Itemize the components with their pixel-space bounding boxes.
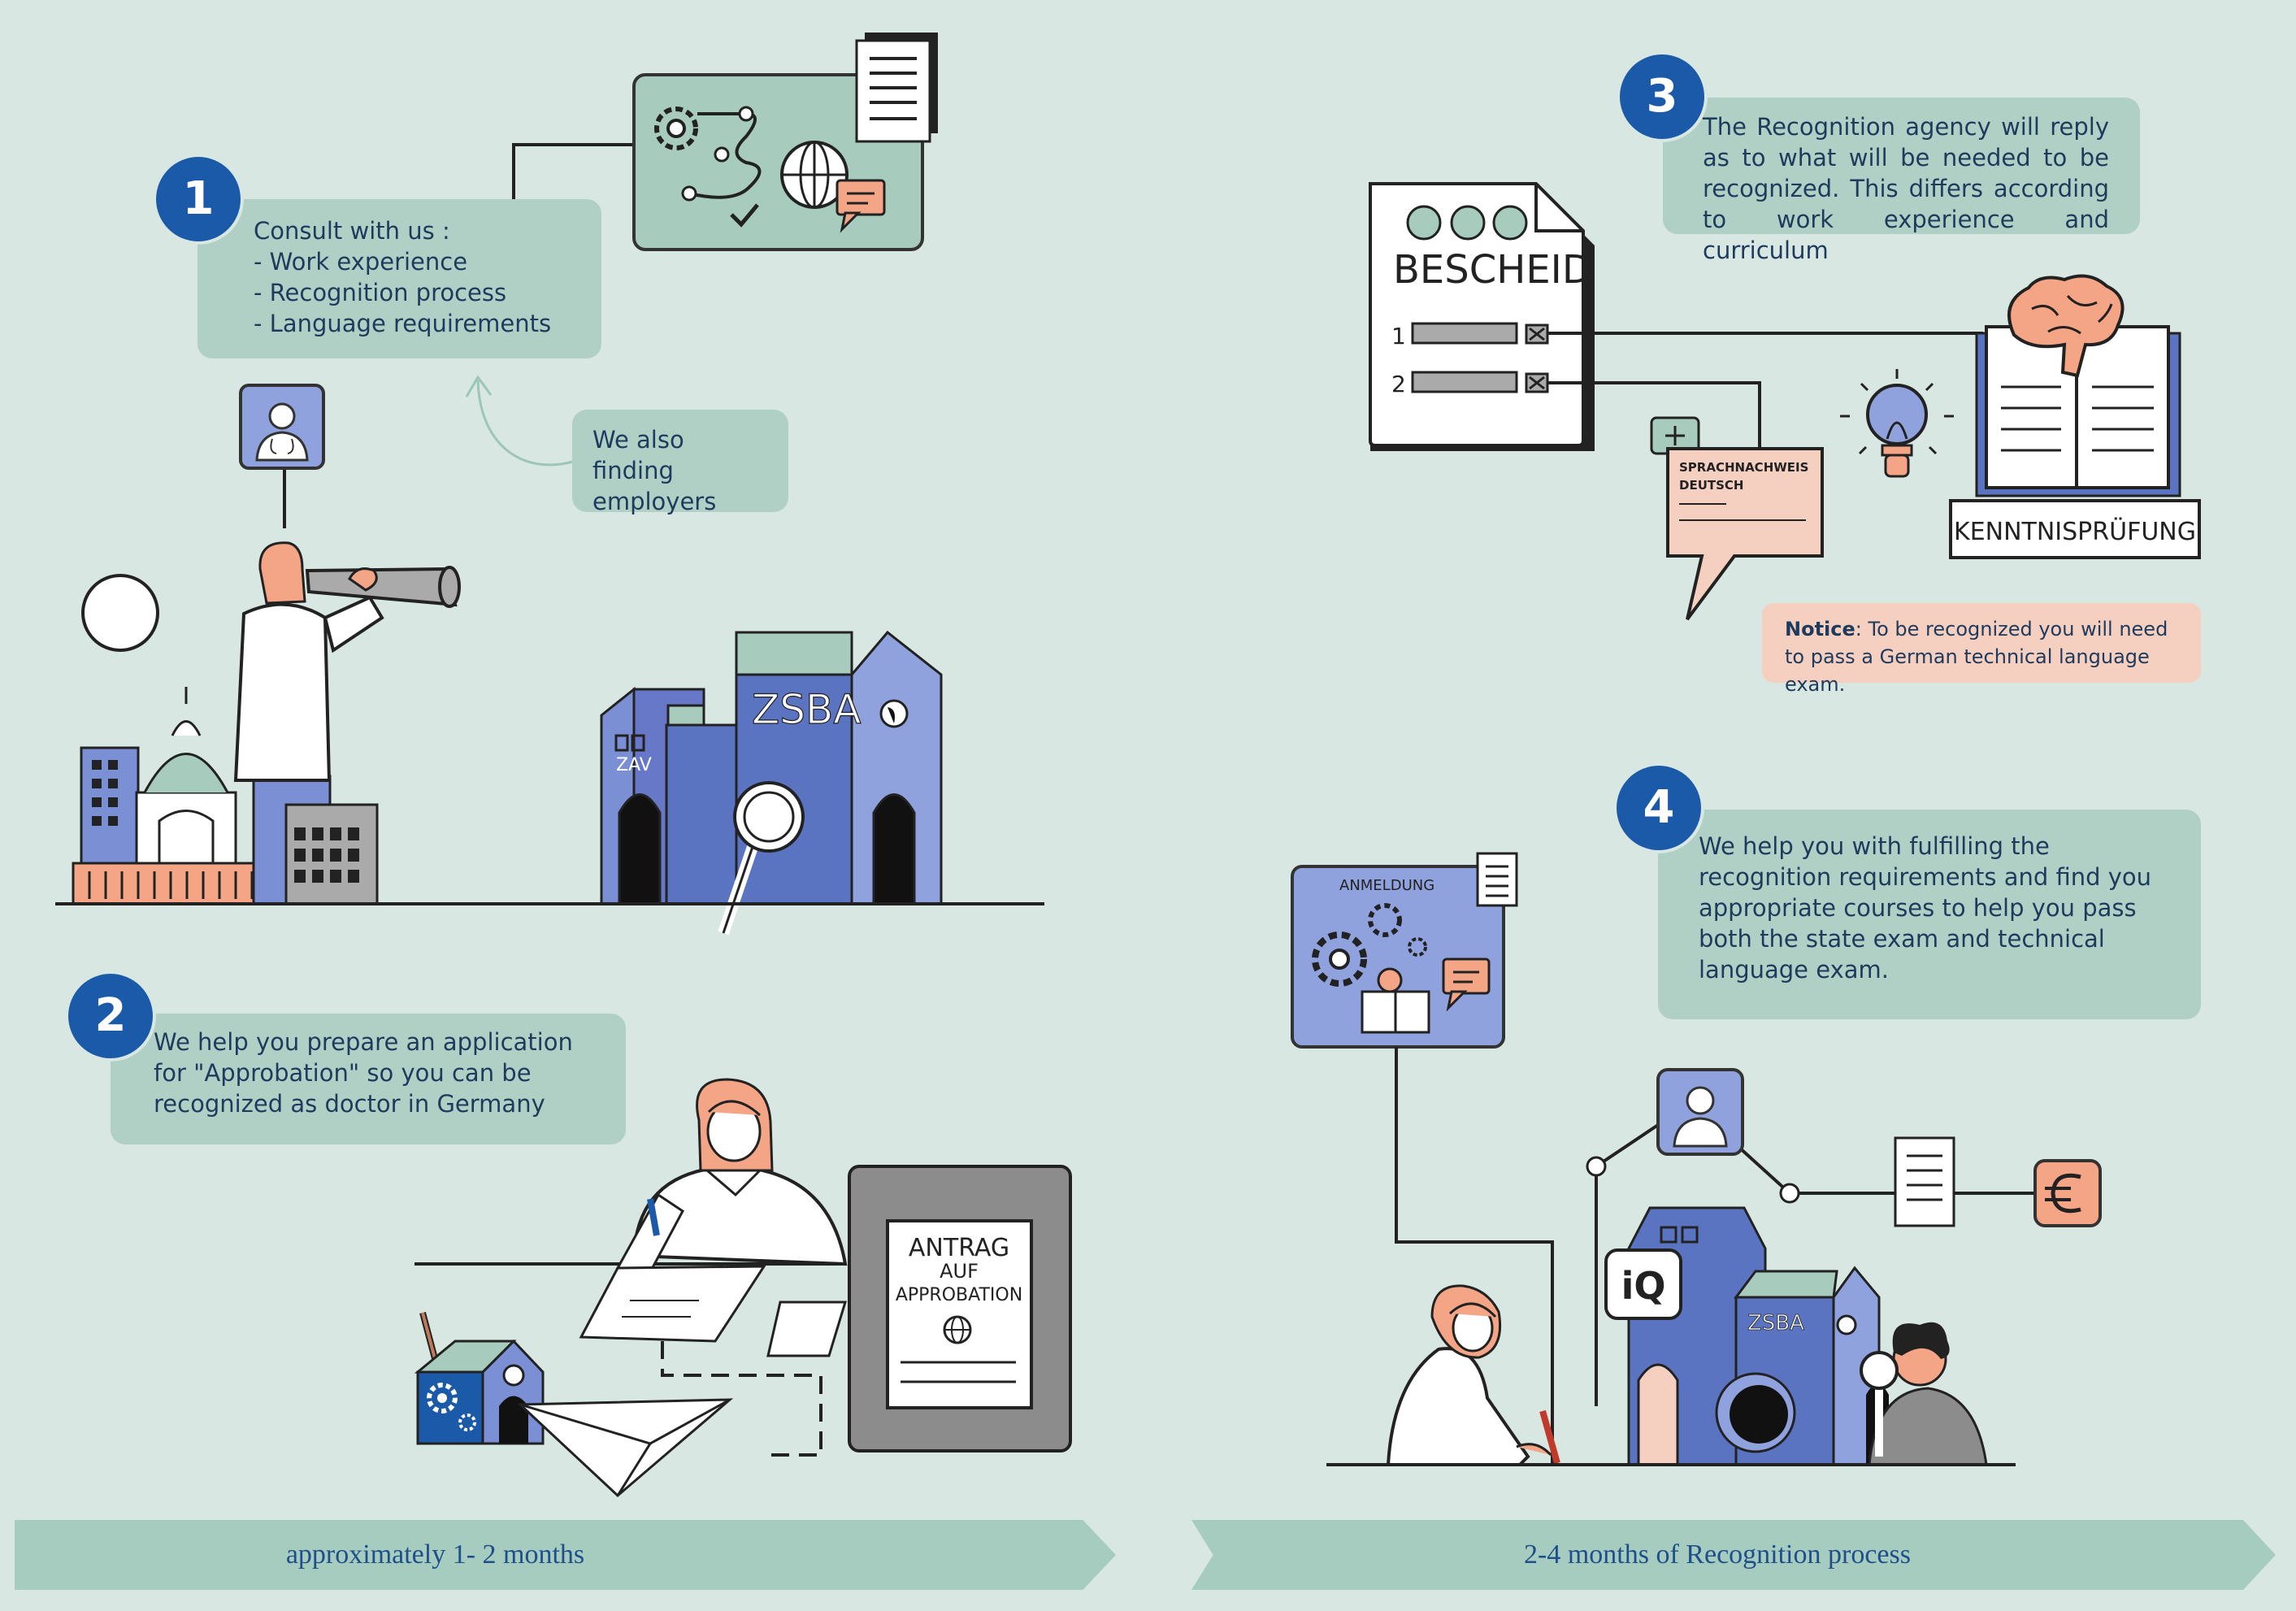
- iq-zsba-buildings: iQ ZSBA: [1604, 1206, 1889, 1466]
- notice-box: Notice: To be recognized you will need t…: [1762, 603, 2201, 696]
- globe-icon: [780, 141, 849, 209]
- iq-label: iQ: [1621, 1264, 1666, 1308]
- desk-scene: [414, 1078, 848, 1457]
- chat-icon: [1442, 957, 1491, 1012]
- magnifier-icon: [718, 781, 805, 936]
- step-1-badge: 1: [156, 157, 241, 241]
- step-2-box: We help you prepare an application for "…: [111, 1014, 626, 1144]
- notice-text: : To be recognized you will need to pass…: [1785, 618, 2168, 696]
- side-note-text: We also finding employers: [592, 426, 717, 515]
- side-note-box: We also finding employers: [572, 410, 788, 515]
- zsba-label: ZSBA: [752, 686, 862, 733]
- zsba-small-label: ZSBA: [1747, 1311, 1804, 1335]
- euro-icon: [2033, 1159, 2102, 1227]
- step-4-box: We help you with fulfilling the recognit…: [1658, 810, 2201, 1019]
- sprach-line1: SPRACHNACHWEIS: [1679, 460, 1808, 475]
- sprachnachweis-speech-bubble: SPRACHNACHWEIS DEUTSCH: [1650, 416, 1824, 621]
- chat-icon: [836, 179, 886, 233]
- step-3-box: The Recognition agency will reply as to …: [1663, 98, 2140, 264]
- step-3-badge: 3: [1620, 54, 1704, 139]
- doctor-avatar-icon: [1656, 1068, 1744, 1156]
- paper-plane-icon: [517, 1398, 734, 1498]
- zav-label: ZAV: [616, 755, 652, 775]
- magnifier-icon: [1860, 1351, 1899, 1390]
- step-1-box: Consult with us : - Work experience - Re…: [197, 199, 601, 358]
- connector-line: [512, 143, 634, 199]
- curved-arrow: [476, 380, 574, 467]
- mailbox-house: [414, 1311, 545, 1445]
- row-number-2: 2: [1391, 371, 1406, 397]
- gear-icon: [654, 106, 698, 150]
- bescheid-document: BESCHEID 1 2: [1369, 182, 1595, 451]
- gear-icon: [1312, 903, 1427, 987]
- zsba-building: ZSBA ZAV: [600, 630, 943, 936]
- antrag-document: ANTRAG AUF APPROBATION: [848, 1165, 1072, 1453]
- step-1-text: Consult with us : - Work experience - Re…: [254, 217, 552, 337]
- gear-icon: [427, 1383, 476, 1431]
- timeline-phase-2: 2-4 months of Recognition process: [1191, 1520, 2276, 1590]
- doctor-avatar-icon: [239, 384, 325, 470]
- step-3-text: The Recognition agency will reply as to …: [1703, 113, 2109, 264]
- document-icon: [1894, 1136, 1955, 1227]
- step-2-badge: 2: [68, 974, 153, 1058]
- bescheid-label: BESCHEID: [1393, 247, 1592, 293]
- sun: [81, 574, 159, 652]
- connector-line: [1547, 381, 1761, 447]
- doctor-with-telescope: [233, 541, 461, 782]
- timeline-phase-1-label: approximately 1- 2 months: [285, 1539, 585, 1570]
- anmeldung-label: ANMELDUNG: [1339, 877, 1434, 894]
- city-buildings: [72, 687, 379, 905]
- step-2-text: We help you prepare an application for "…: [154, 1028, 573, 1118]
- notice-label: Notice: [1785, 618, 1855, 640]
- process-card: [632, 33, 938, 251]
- antrag-line2: AUF: [940, 1260, 979, 1283]
- connector-line: [1395, 1047, 1554, 1463]
- step-4-badge: 4: [1617, 766, 1701, 850]
- timeline-phase-1: approximately 1- 2 months: [15, 1520, 1116, 1590]
- brain-icon: [2007, 274, 2125, 378]
- kenntnispruefung-label: KENNTNISPRÜFUNG: [1954, 517, 2196, 546]
- lightbulb-icon: [1840, 369, 1954, 478]
- person-with-magnifier: [1860, 1322, 1988, 1466]
- step-4-text: We help you with fulfilling the recognit…: [1699, 832, 2152, 984]
- globe-icon: [943, 1315, 972, 1344]
- row-number-1: 1: [1391, 323, 1406, 350]
- book-with-brain: KENNTNISPRÜFUNG: [1949, 274, 2201, 559]
- sprach-line2: DEUTSCH: [1679, 478, 1743, 493]
- antrag-line1: ANTRAG: [909, 1234, 1009, 1262]
- arrow-head: [465, 375, 493, 397]
- antrag-line3: APPROBATION: [896, 1285, 1022, 1305]
- anmeldung-card: ANMELDUNG: [1291, 852, 1518, 1049]
- writing-doctor: [1386, 1284, 1560, 1466]
- connector-line: [1736, 1144, 1895, 1195]
- document-icon: [855, 33, 938, 143]
- timeline-phase-2-label: 2-4 months of Recognition process: [1524, 1539, 1911, 1570]
